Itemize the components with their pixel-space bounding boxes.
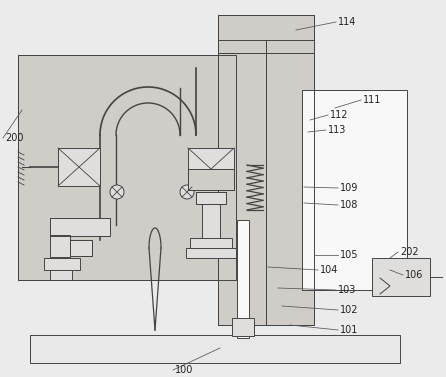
Bar bbox=[218, 15, 314, 53]
Bar bbox=[188, 169, 234, 190]
Bar bbox=[50, 235, 70, 257]
Text: 106: 106 bbox=[405, 270, 423, 280]
Bar bbox=[70, 240, 92, 256]
Bar bbox=[218, 15, 314, 53]
Text: 105: 105 bbox=[340, 250, 359, 260]
Text: 100: 100 bbox=[175, 365, 194, 375]
Bar bbox=[58, 148, 100, 186]
Bar bbox=[237, 220, 249, 338]
Text: 114: 114 bbox=[338, 17, 356, 27]
Text: 101: 101 bbox=[340, 325, 359, 335]
Bar bbox=[196, 192, 226, 204]
Bar bbox=[44, 258, 80, 270]
Bar bbox=[18, 55, 236, 280]
Bar bbox=[188, 148, 234, 190]
Text: 103: 103 bbox=[338, 285, 356, 295]
Bar bbox=[50, 218, 110, 236]
Text: 113: 113 bbox=[328, 125, 347, 135]
Text: 112: 112 bbox=[330, 110, 348, 120]
Bar bbox=[266, 40, 314, 325]
Text: 200: 200 bbox=[5, 133, 24, 143]
Bar bbox=[50, 218, 110, 236]
Bar bbox=[186, 248, 236, 258]
Bar bbox=[202, 204, 220, 239]
Text: 104: 104 bbox=[320, 265, 339, 275]
Bar bbox=[188, 169, 234, 190]
Bar bbox=[266, 40, 314, 325]
Text: 109: 109 bbox=[340, 183, 359, 193]
Bar bbox=[302, 90, 407, 290]
Bar bbox=[18, 55, 236, 280]
Bar bbox=[30, 335, 400, 363]
Bar bbox=[190, 238, 232, 250]
Text: 202: 202 bbox=[400, 247, 419, 257]
Circle shape bbox=[180, 185, 194, 199]
Bar bbox=[232, 318, 254, 336]
Bar bbox=[218, 40, 266, 325]
Text: 108: 108 bbox=[340, 200, 359, 210]
Bar bbox=[372, 258, 430, 296]
Bar bbox=[218, 40, 266, 325]
Bar bbox=[70, 240, 92, 256]
Bar bbox=[50, 270, 72, 280]
Circle shape bbox=[110, 185, 124, 199]
Bar bbox=[196, 192, 226, 204]
Text: 111: 111 bbox=[363, 95, 381, 105]
Text: 102: 102 bbox=[340, 305, 359, 315]
